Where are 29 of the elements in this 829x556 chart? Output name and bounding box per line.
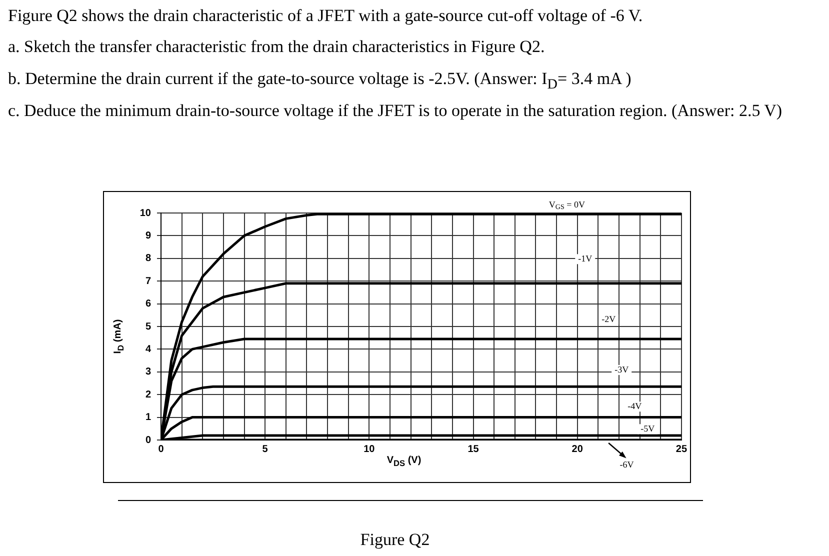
y-tick-label: 7 <box>145 276 152 287</box>
x-axis-title: V$_{DS}$ (V) <box>386 455 422 468</box>
text: -1V <box>578 253 593 264</box>
y-tick-label: 4 <box>145 344 152 355</box>
y-tick-label: 10 <box>140 208 152 219</box>
x-tick-label: 15 <box>468 444 480 455</box>
x-tick-label: 25 <box>676 444 688 455</box>
caption: Figure Q2 <box>359 530 431 550</box>
y-tick-label: 2 <box>145 389 152 400</box>
x-tick-label: 5 <box>262 444 268 455</box>
legend-label: -6V <box>620 459 634 470</box>
y-tick-label: 0 <box>145 434 152 446</box>
x-tick-label: 10 <box>364 444 376 455</box>
series-label: -2V <box>602 314 616 324</box>
x-tick-label: 0 <box>158 444 164 455</box>
y-tick-label: 8 <box>145 253 152 264</box>
y-tick-label: 3 <box>145 366 152 378</box>
y-tick-label: 1 <box>145 412 152 424</box>
chart-title: Figure Q2 shows the drain characteristic of a JFET with a gate-source cut-off voltage of -6 V. <box>8 6 643 26</box>
text: b. Determine the drain current if the gate-to-source voltage is -2.5V. (Answer: I$_{D}$= 3.4 mA ) <box>8 69 632 94</box>
text: c. Deduce the minimum drain-to-source voltage if the JFET is to operate in the saturation region. (Answer: 2.5 V) <box>8 101 783 121</box>
y-tick-label: 5 <box>145 321 152 332</box>
series-label: -3V <box>614 364 630 374</box>
y-tick-label: 6 <box>145 298 152 310</box>
x-tick-label: 20 <box>572 444 584 455</box>
series-label: -4V <box>628 400 642 411</box>
y-tick-label: 9 <box>145 230 152 242</box>
text: a. Sketch the transfer characteristic from the drain characteristics in Figure Q2. <box>8 37 546 57</box>
series-label: -5V <box>640 423 656 434</box>
